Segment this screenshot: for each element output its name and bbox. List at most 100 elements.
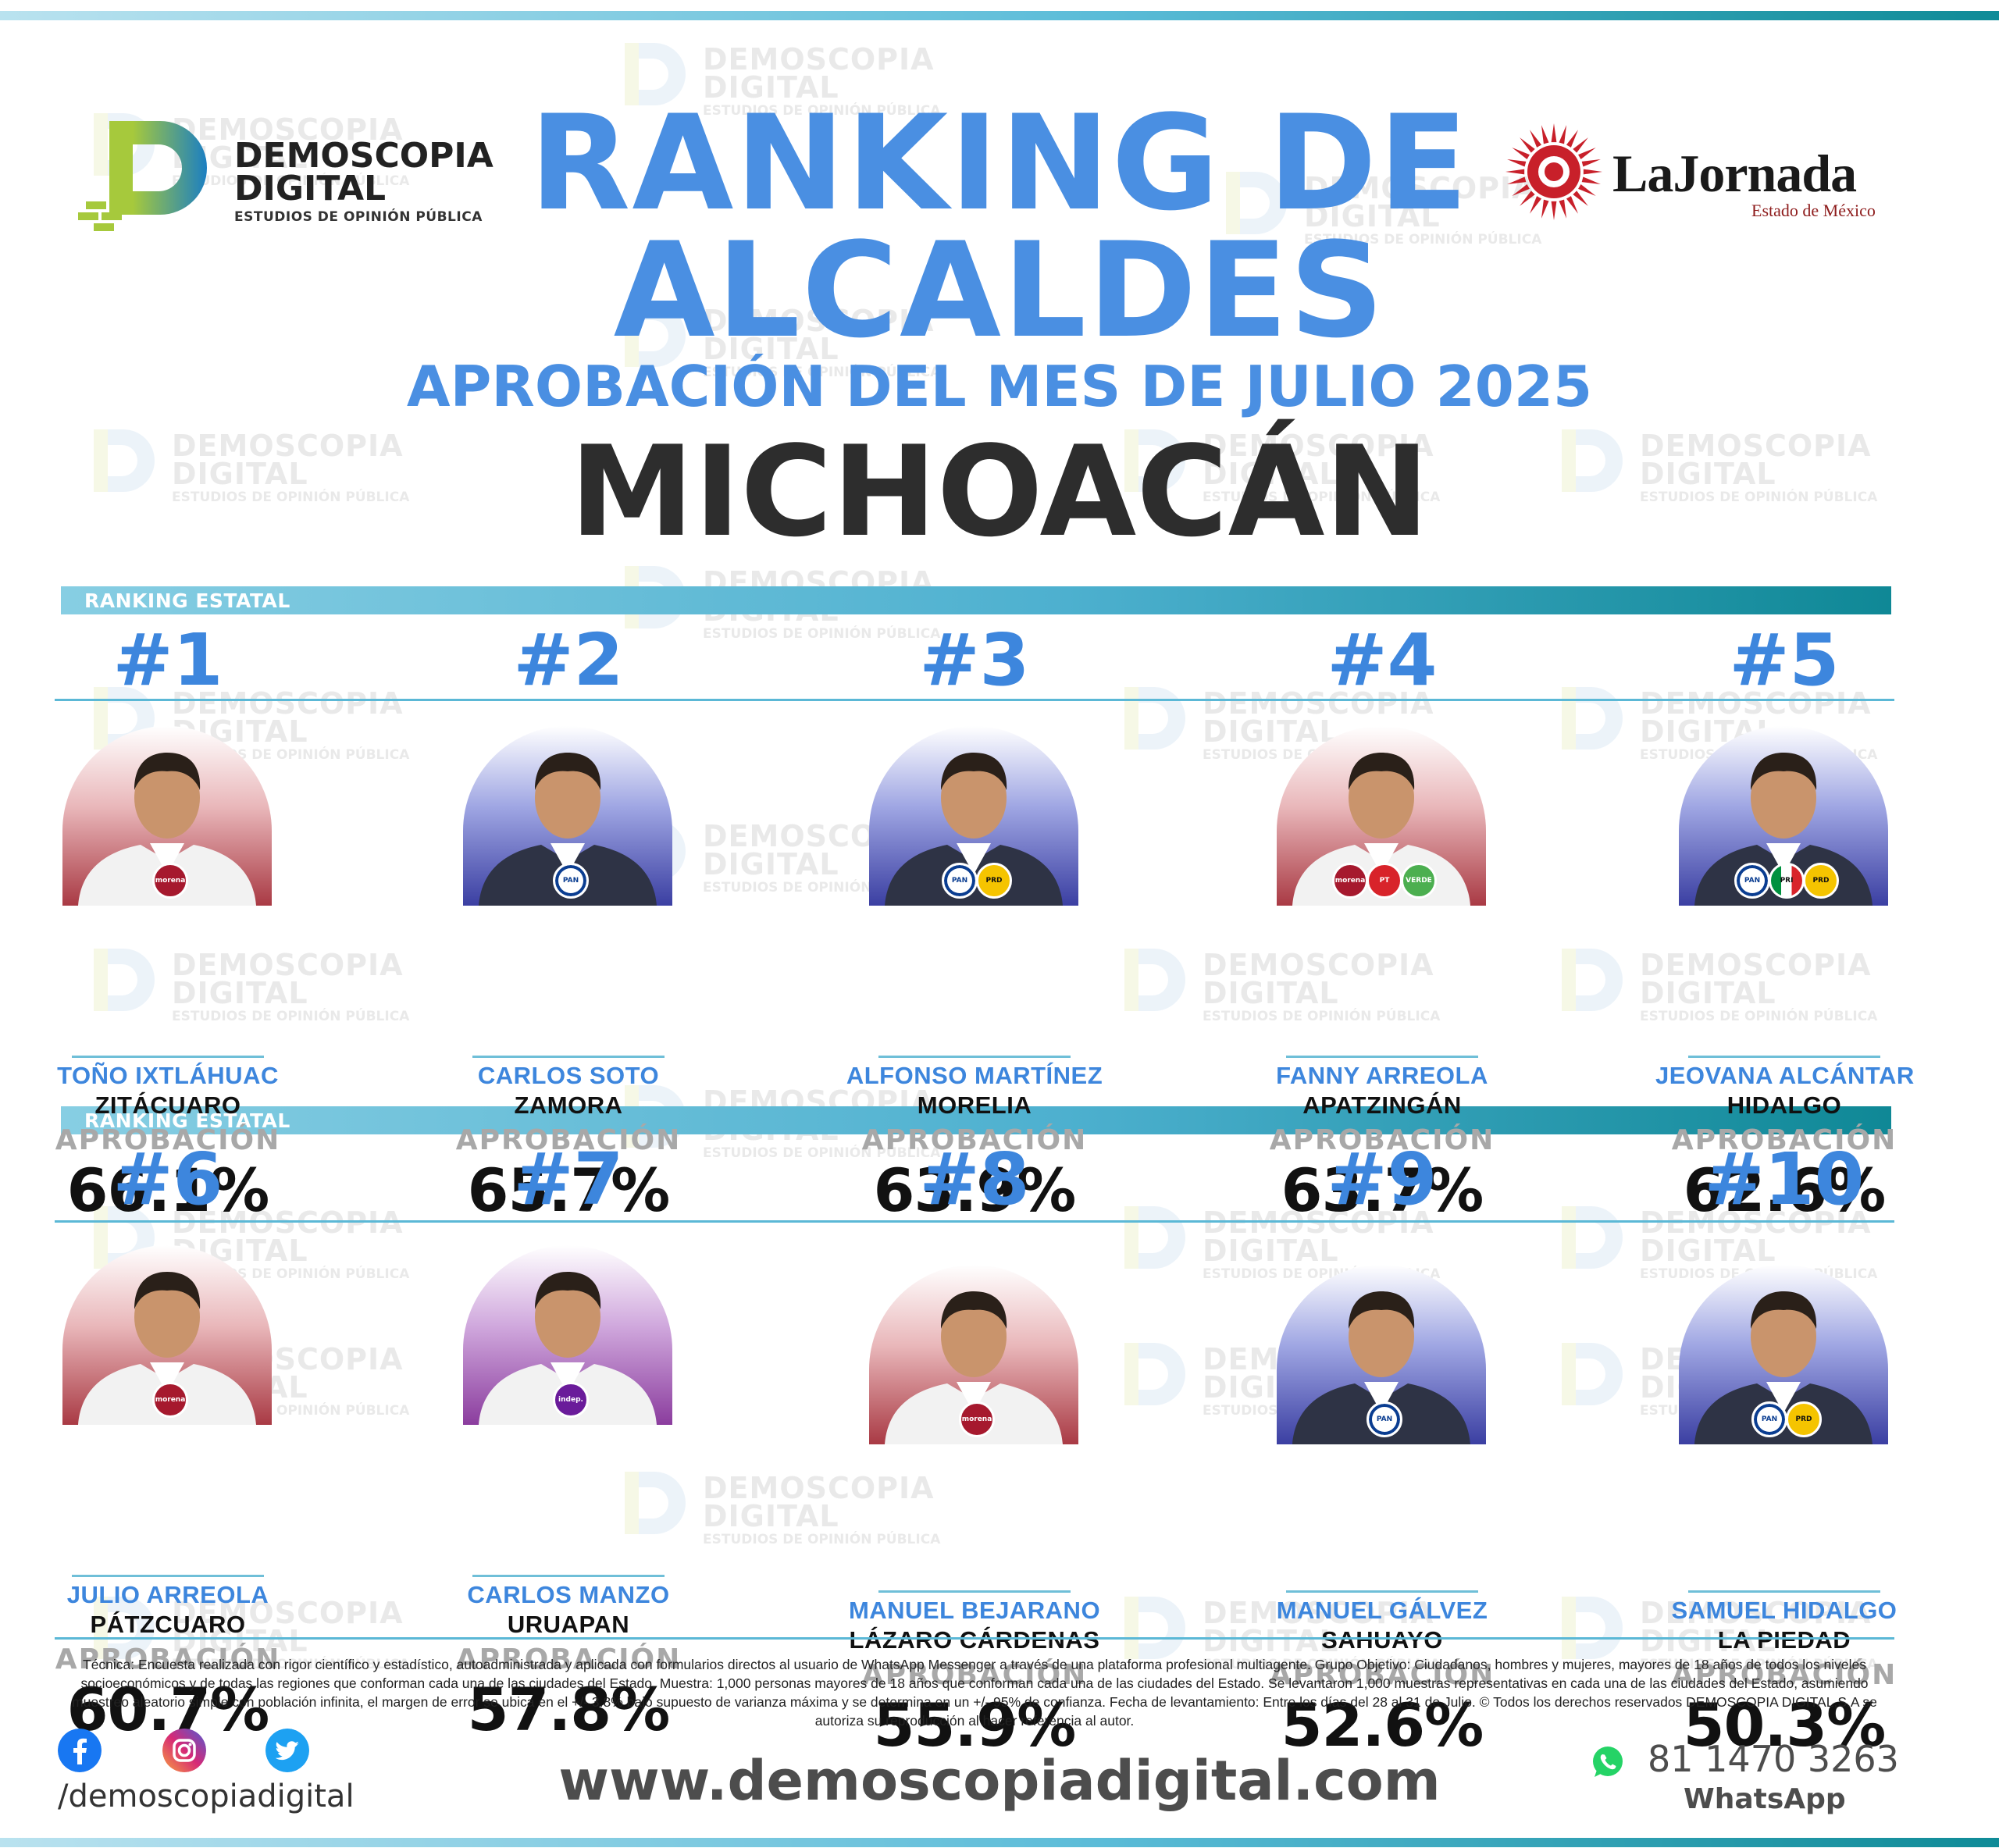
approval-label: APROBACIÓN [861, 1659, 1088, 1691]
sun-ray [1559, 199, 1567, 219]
candidate-card: #6 morena JULIO ARREOLA PÁTZCUARO APROBACIÓN… [39, 1138, 297, 1745]
sun-ray [1566, 196, 1578, 214]
candidate-card: #3 PAN PRD ALFONSO MARTÍNEZ MORELIA APROBACIÓ… [846, 618, 1103, 1226]
sun-ray [1583, 169, 1602, 175]
approval-label: APROBACIÓN [55, 1124, 281, 1156]
sun-ray [1573, 137, 1588, 153]
sun-ray [1507, 158, 1527, 167]
partner-name: LaJornada [1612, 144, 1857, 203]
sun-ray [1573, 190, 1588, 206]
name-separator [472, 1056, 665, 1058]
approval-label: APROBACIÓN [1671, 1659, 1897, 1691]
social-handle[interactable]: /demoscopiadigital [58, 1779, 355, 1814]
sun-ray [1530, 130, 1542, 148]
candidate-card: #5 PAN PRI PRD JEOVANA ALCÁNTAR HIDALGO APROBA… [1655, 625, 1914, 1226]
party-logo-pan: PAN [553, 863, 589, 899]
approval-label: APROBACIÓN [55, 1643, 281, 1675]
brand-name-line2: DIGITAL [234, 169, 387, 208]
rank-number: #2 [513, 618, 624, 702]
whatsapp-number[interactable]: 81 1470 3263 [1648, 1738, 1899, 1780]
name-separator [878, 1590, 1071, 1593]
section-label: RANKING ESTATAL [84, 589, 290, 612]
whatsapp-label: WhatsApp [1684, 1783, 1846, 1815]
watermark-d-icon [1124, 949, 1185, 1011]
section-bar-1: RANKING ESTATAL [61, 586, 1891, 614]
sun-ray [1530, 196, 1542, 214]
website-url[interactable]: www.demoscopiadigital.com [558, 1749, 1441, 1813]
party-logo-pan: PAN [1734, 863, 1770, 899]
watermark-d-icon [1562, 949, 1623, 1011]
sun-ray [1581, 158, 1601, 167]
party-logo-pt: PT [1367, 863, 1402, 899]
watermark-d-icon [1124, 1343, 1185, 1405]
demoscopia-d-icon [78, 121, 207, 231]
candidate-card: #10 PAN PRD SAMUEL HIDALGO LA PIEDAD APROBACI… [1655, 1138, 1913, 1761]
twitter-icon[interactable] [265, 1729, 309, 1772]
approval-percentage: 62.6% [1683, 1155, 1887, 1225]
subtitle: APROBACIÓN DEL MES DE JULIO 2025 [406, 354, 1593, 419]
watermark-line2: DIGITAL [703, 1499, 839, 1533]
name-separator [1688, 1590, 1880, 1593]
watermark-d-icon [1562, 1206, 1623, 1269]
sun-ray [1520, 190, 1535, 206]
approval-percentage: 60.7% [66, 1675, 270, 1744]
person-silhouette-icon [1694, 1291, 1873, 1444]
municipality-name: LA PIEDAD [1717, 1626, 1851, 1654]
municipality-name: PÁTZCUARO [90, 1611, 246, 1638]
sun-ray [1551, 201, 1557, 220]
candidate-card: #7 indep. CARLOS MANZO URUAPAN APROBACIÓN 57.… [440, 1144, 697, 1745]
approval-percentage: 63.7% [1281, 1155, 1484, 1225]
party-logo-morena: morena [152, 863, 188, 899]
name-separator [1286, 1590, 1478, 1593]
approval-label: APROBACIÓN [1269, 1659, 1495, 1691]
approval-label: APROBACIÓN [1671, 1124, 1897, 1156]
rank-number: #8 [919, 1138, 1030, 1221]
methodology-note: Técnica: Encuesta realizada con rigor ci… [72, 1657, 1877, 1729]
approval-label: APROBACIÓN [455, 1643, 682, 1675]
demoscopia-logo: DEMOSCOPIA DIGITAL ESTUDIOS DE OPINIÓN P… [78, 117, 494, 234]
name-separator [72, 1575, 264, 1577]
sun-ray [1512, 183, 1530, 196]
candidate-name: TOÑO IXTLÁHUAC [57, 1062, 279, 1089]
rank-number: #3 [919, 618, 1030, 702]
candidate-photo [62, 726, 272, 906]
title-line2: ALCALDES [613, 214, 1386, 367]
candidate-photo [463, 726, 672, 906]
watermark-line1: DEMOSCOPIA [703, 42, 935, 77]
sun-ray [1581, 176, 1601, 185]
municipality-name: SAHUAYO [1321, 1626, 1443, 1654]
instagram-icon[interactable] [162, 1729, 206, 1772]
party-logo-pan: PAN [1751, 1401, 1787, 1437]
facebook-icon[interactable] [58, 1729, 102, 1772]
title-line1: RANKING DE [529, 87, 1470, 240]
rank-number: #4 [1327, 618, 1438, 702]
watermark-d-icon [1562, 1343, 1623, 1405]
sun-ray [1578, 183, 1596, 196]
rank-number: #6 [112, 1138, 223, 1221]
candidate-card: #2 PAN CARLOS SOTO ZAMORA APROBACIÓN 65.7% [440, 618, 697, 1226]
section-label: RANKING ESTATAL [84, 1109, 290, 1132]
sun-ray [1578, 148, 1596, 160]
candidate-card: #4 morena PT VERDE FANNY ARREOLA APATZINGÁN AP… [1253, 618, 1511, 1226]
whatsapp-icon[interactable] [1590, 1744, 1626, 1780]
municipality-name: ZAMORA [514, 1091, 623, 1119]
candidate-name: JEOVANA ALCÁNTAR [1655, 1062, 1915, 1089]
party-logo-pri: PRI [1769, 863, 1805, 899]
watermark-line2: DIGITAL [703, 847, 839, 881]
rank-number: #10 [1704, 1138, 1865, 1221]
name-separator [1286, 1056, 1478, 1058]
sun-ray [1541, 199, 1549, 219]
sun-ray [1520, 137, 1535, 153]
candidate-name: FANNY ARREOLA [1276, 1062, 1488, 1089]
watermark-line3: ESTUDIOS DE OPINIÓN PÚBLICA [1203, 1009, 1441, 1024]
candidate-name: MANUEL GÁLVEZ [1276, 1597, 1488, 1624]
candidate-photo [869, 726, 1078, 906]
section-bar-2: RANKING ESTATAL [61, 1106, 1891, 1134]
name-separator [878, 1056, 1071, 1058]
partner-subtitle: Estado de México [1751, 201, 1876, 220]
watermark-line3: ESTUDIOS DE OPINIÓN PÚBLICA [703, 1532, 941, 1547]
municipality-name: HIDALGO [1726, 1091, 1842, 1119]
party-logo-independiente: indep. [553, 1382, 589, 1418]
watermark-line3: ESTUDIOS DE OPINIÓN PÚBLICA [1640, 1009, 1878, 1024]
candidate-name: CARLOS MANZO [467, 1581, 670, 1608]
